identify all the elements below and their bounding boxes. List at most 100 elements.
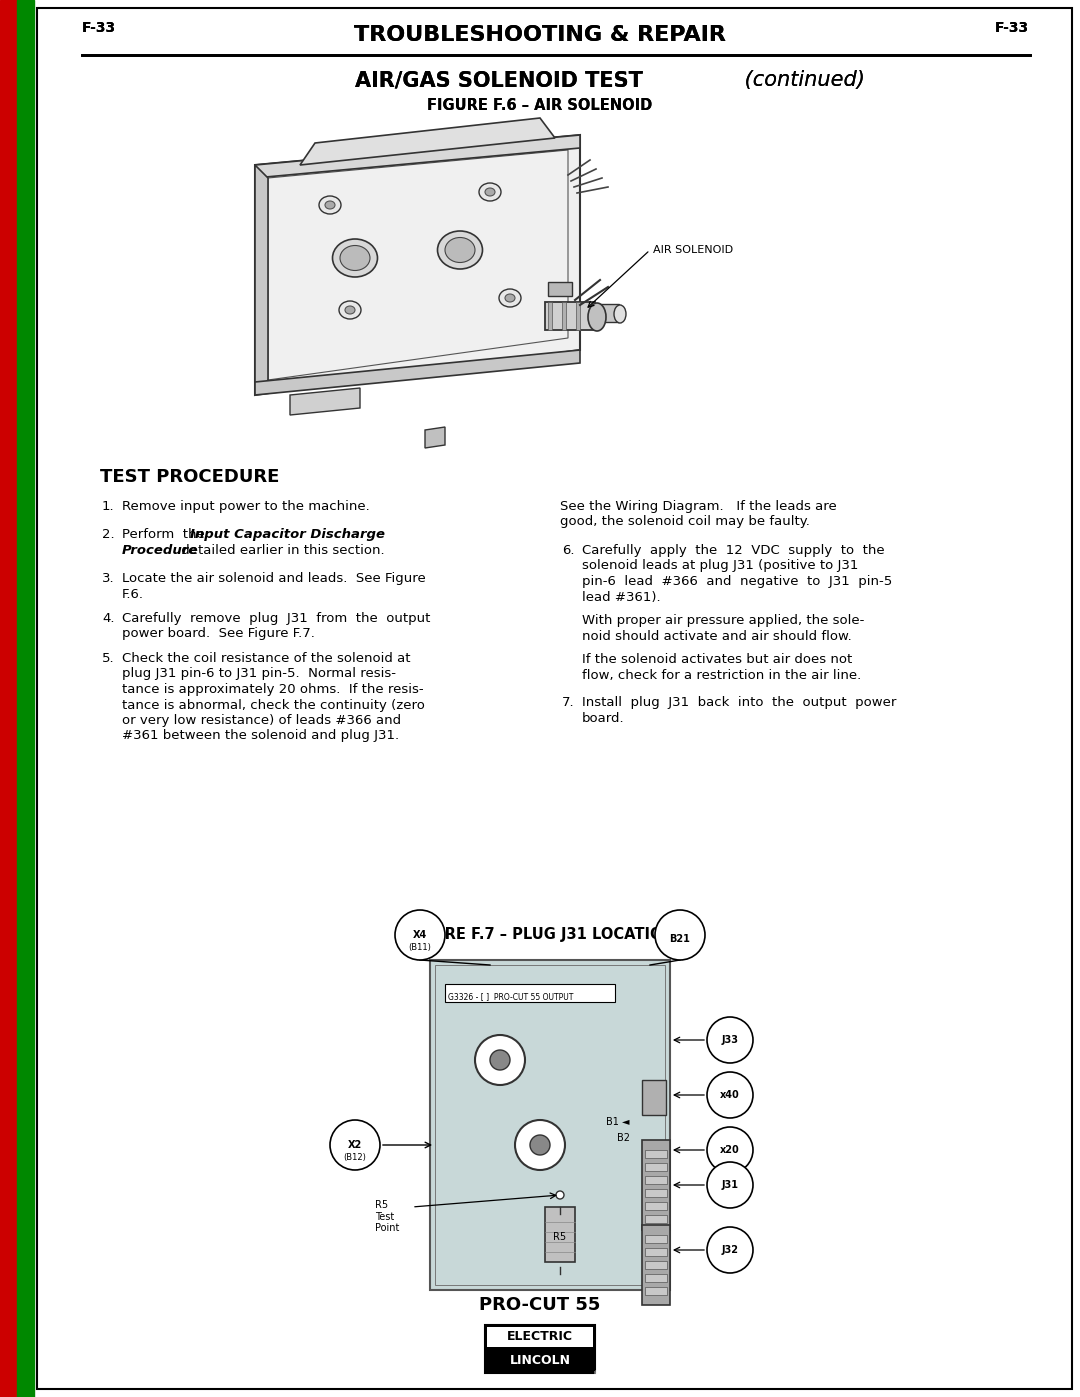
- Text: board.: board.: [582, 711, 624, 725]
- Text: Check the coil resistance of the solenoid at: Check the coil resistance of the solenoi…: [122, 652, 410, 665]
- Ellipse shape: [556, 1192, 564, 1199]
- Bar: [645, 1150, 667, 1158]
- Text: pin-6  lead  #366  and  negative  to  J31  pin-5: pin-6 lead #366 and negative to J31 pin-…: [582, 576, 892, 588]
- Bar: [435, 965, 665, 1285]
- Text: X2: X2: [348, 1140, 362, 1150]
- Text: F-33: F-33: [995, 21, 1029, 35]
- Text: G3326 - [ ]  PRO-CUT 55 OUTPUT: G3326 - [ ] PRO-CUT 55 OUTPUT: [448, 992, 573, 1002]
- Text: Carefully  remove  plug  J31  from  the  output: Carefully remove plug J31 from the outpu…: [122, 612, 430, 624]
- Text: X4: X4: [413, 930, 427, 940]
- Text: power board.  See Figure F.7.: power board. See Figure F.7.: [122, 627, 315, 640]
- Bar: [487, 1327, 593, 1347]
- Polygon shape: [255, 165, 268, 395]
- Bar: [545, 302, 595, 330]
- Text: AIR/GAS SOLENOID TEST: AIR/GAS SOLENOID TEST: [355, 70, 643, 89]
- Text: Input Capacitor Discharge: Input Capacitor Discharge: [190, 528, 384, 541]
- Text: TROUBLESHOOTING & REPAIR: TROUBLESHOOTING & REPAIR: [354, 25, 726, 45]
- Text: TEST PROCEDURE: TEST PROCEDURE: [100, 468, 280, 486]
- Ellipse shape: [499, 289, 521, 307]
- Text: AIR/GAS SOLENOID TEST: AIR/GAS SOLENOID TEST: [355, 70, 643, 89]
- Ellipse shape: [654, 909, 705, 960]
- Ellipse shape: [615, 305, 626, 323]
- Ellipse shape: [485, 189, 495, 196]
- Text: x20: x20: [720, 1146, 740, 1155]
- Ellipse shape: [437, 231, 483, 270]
- Ellipse shape: [345, 306, 355, 314]
- Text: Return to Master TOC: Return to Master TOC: [21, 295, 29, 405]
- Ellipse shape: [707, 1227, 753, 1273]
- Bar: [17, 0, 33, 1397]
- Polygon shape: [291, 388, 360, 415]
- Text: Return to Section TOC: Return to Section TOC: [3, 613, 13, 726]
- Text: TROUBLESHOOTING & REPAIR: TROUBLESHOOTING & REPAIR: [354, 25, 726, 45]
- Bar: [645, 1215, 667, 1222]
- Text: 5.: 5.: [102, 652, 114, 665]
- Text: See the Wiring Diagram.   If the leads are: See the Wiring Diagram. If the leads are: [561, 500, 837, 513]
- Bar: [545, 1207, 575, 1261]
- Bar: [645, 1176, 667, 1185]
- Bar: [597, 305, 619, 321]
- Text: R5: R5: [553, 1232, 567, 1242]
- Text: #361 between the solenoid and plug J31.: #361 between the solenoid and plug J31.: [122, 729, 400, 742]
- Bar: [445, 983, 615, 1002]
- Bar: [576, 302, 580, 330]
- Text: ®: ®: [593, 1370, 600, 1377]
- Text: lead #361).: lead #361).: [582, 591, 661, 604]
- Text: tance is approximately 20 ohms.  If the resis-: tance is approximately 20 ohms. If the r…: [122, 683, 423, 696]
- Bar: [645, 1274, 667, 1282]
- Text: Perform  the: Perform the: [122, 528, 210, 541]
- Text: FIGURE F.7 – PLUG J31 LOCATION: FIGURE F.7 – PLUG J31 LOCATION: [405, 928, 675, 943]
- Text: solenoid leads at plug J31 (positive to J31: solenoid leads at plug J31 (positive to …: [582, 560, 859, 573]
- Ellipse shape: [445, 237, 475, 263]
- Ellipse shape: [490, 1051, 510, 1070]
- Ellipse shape: [475, 1035, 525, 1085]
- Ellipse shape: [505, 293, 515, 302]
- Bar: [645, 1189, 667, 1197]
- Polygon shape: [255, 351, 580, 395]
- Text: flow, check for a restriction in the air line.: flow, check for a restriction in the air…: [582, 669, 861, 682]
- Bar: [548, 282, 572, 296]
- Text: J31: J31: [721, 1180, 739, 1190]
- Bar: [485, 1324, 595, 1373]
- Bar: [645, 1162, 667, 1171]
- Polygon shape: [255, 136, 580, 395]
- Text: x40: x40: [720, 1090, 740, 1099]
- Text: F.6.: F.6.: [122, 588, 144, 601]
- Text: AIR SOLENOID: AIR SOLENOID: [653, 244, 733, 256]
- Text: (continued): (continued): [738, 70, 865, 89]
- Ellipse shape: [515, 1120, 565, 1171]
- Ellipse shape: [340, 246, 370, 271]
- Bar: [645, 1201, 667, 1210]
- Text: F-33: F-33: [995, 21, 1029, 35]
- Ellipse shape: [395, 909, 445, 960]
- Ellipse shape: [530, 1134, 550, 1155]
- Ellipse shape: [325, 201, 335, 210]
- Bar: [642, 1080, 666, 1115]
- Bar: [562, 302, 566, 330]
- Text: Locate the air solenoid and leads.  See Figure: Locate the air solenoid and leads. See F…: [122, 571, 426, 585]
- Text: (continued): (continued): [738, 70, 865, 89]
- Text: detailed earlier in this section.: detailed earlier in this section.: [177, 543, 384, 556]
- Bar: [645, 1261, 667, 1268]
- Text: LINCOLN: LINCOLN: [510, 1354, 570, 1366]
- Ellipse shape: [339, 300, 361, 319]
- Text: R5
Test
Point: R5 Test Point: [375, 1200, 400, 1234]
- Polygon shape: [255, 136, 580, 177]
- Bar: [430, 960, 670, 1289]
- Text: 4.: 4.: [102, 612, 114, 624]
- Bar: [487, 1347, 593, 1370]
- Ellipse shape: [707, 1127, 753, 1173]
- Text: Install  plug  J31  back  into  the  output  power: Install plug J31 back into the output po…: [582, 696, 896, 710]
- Polygon shape: [300, 117, 555, 165]
- Text: tance is abnormal, check the continuity (zero: tance is abnormal, check the continuity …: [122, 698, 424, 711]
- Ellipse shape: [707, 1162, 753, 1208]
- Text: F-33: F-33: [82, 21, 117, 35]
- Ellipse shape: [707, 1071, 753, 1118]
- Text: J32: J32: [721, 1245, 739, 1255]
- Text: Return to Section TOC: Return to Section TOC: [3, 253, 13, 367]
- Bar: [645, 1235, 667, 1243]
- Bar: [645, 1287, 667, 1295]
- Bar: [642, 1225, 670, 1305]
- Text: Return to Master TOC: Return to Master TOC: [21, 1055, 29, 1165]
- Text: 7.: 7.: [562, 696, 575, 710]
